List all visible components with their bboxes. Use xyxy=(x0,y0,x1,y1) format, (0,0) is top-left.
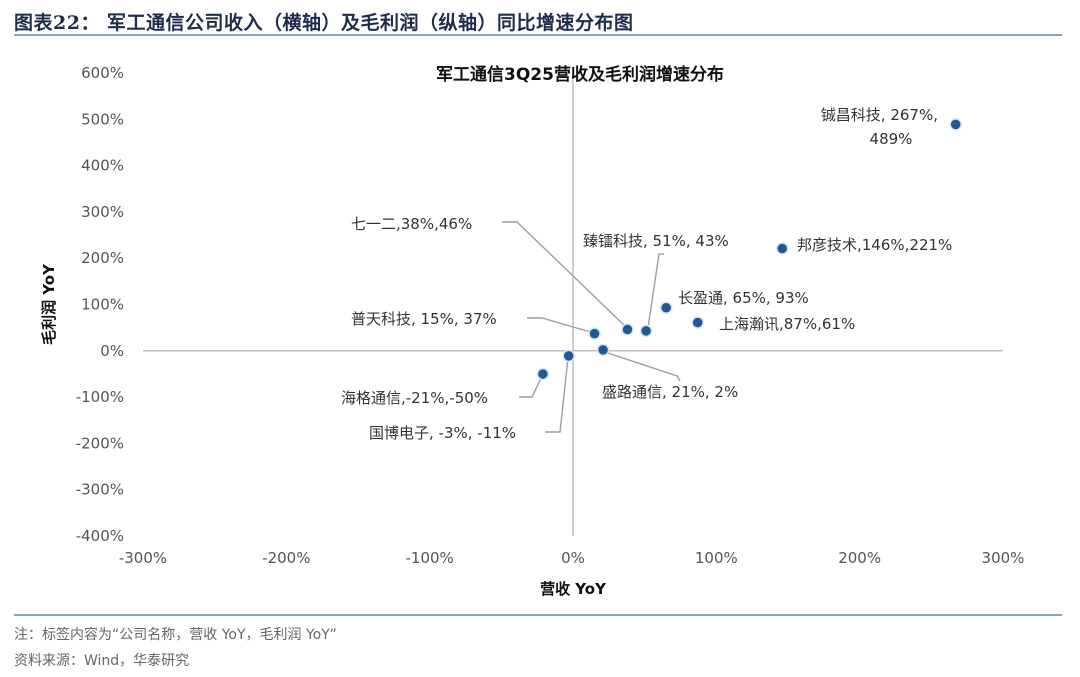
leader-line xyxy=(519,375,543,398)
data-point xyxy=(621,323,634,336)
y-tick-label: 500% xyxy=(81,110,124,128)
leader-line xyxy=(647,253,664,329)
data-source: 资料来源：Wind，华泰研究 xyxy=(14,653,190,669)
y-tick-label: 400% xyxy=(81,157,124,175)
data-label: 铖昌科技, 267%, xyxy=(821,106,938,124)
bottom-divider xyxy=(14,614,1062,616)
data-label: 七一二,38%,46% xyxy=(351,215,472,233)
x-axis-title: 营收 YoY xyxy=(540,580,607,598)
data-label: 臻镭科技, 51%, 43% xyxy=(583,232,729,250)
data-label: 489% xyxy=(870,130,913,148)
y-axis-title: 毛利润 YoY xyxy=(40,263,58,345)
x-tick-label: -300% xyxy=(119,549,167,567)
chart-note: 注：标签内容为“公司名称，营收 YoY，毛利润 YoY” xyxy=(14,627,337,643)
leader-line xyxy=(604,351,681,382)
y-tick-label: 200% xyxy=(81,249,124,267)
data-point xyxy=(596,343,610,357)
leader-line xyxy=(527,317,595,334)
x-tick-label: 100% xyxy=(695,549,738,567)
data-label: 盛路通信, 21%, 2% xyxy=(602,383,738,401)
leader-line xyxy=(502,221,626,327)
data-point xyxy=(588,327,601,340)
data-point xyxy=(562,349,575,363)
x-tick-label: -100% xyxy=(406,549,454,567)
y-tick-label: -100% xyxy=(76,388,124,406)
y-tick-label: 100% xyxy=(81,296,124,314)
scatter-chart: 600% 500% 400% 300% 200% 100% 0% -100% -200% -300… xyxy=(40,64,1025,598)
data-point xyxy=(691,316,704,329)
data-label: 海格通信,-21%,-50% xyxy=(341,389,488,407)
y-tick-label: 300% xyxy=(81,203,124,221)
y-tick-label: 600% xyxy=(81,64,124,82)
data-point xyxy=(949,118,962,131)
data-label: 上海瀚讯,87%,61% xyxy=(719,315,855,333)
y-tick-label: -400% xyxy=(76,527,124,545)
leader-line xyxy=(545,357,569,433)
data-label: 长盈通, 65%, 93% xyxy=(678,289,809,307)
y-tick-label: -300% xyxy=(76,481,124,499)
data-label: 国博电子, -3%, -11% xyxy=(369,424,516,442)
data-label: 邦彦技术,146%,221% xyxy=(797,236,952,254)
data-point xyxy=(659,301,673,314)
figure-title: 图表22： 军工通信公司收入（横轴）及毛利润（纵轴）同比增速分布图 xyxy=(14,12,634,34)
y-tick-label: 0% xyxy=(100,342,124,360)
data-point xyxy=(536,367,550,381)
data-point xyxy=(776,242,789,255)
x-tick-label: 0% xyxy=(561,549,585,567)
x-tick-label: 200% xyxy=(838,549,881,567)
x-tick-label: -200% xyxy=(262,549,310,567)
x-tick-label: 300% xyxy=(982,549,1025,567)
data-label: 普天科技, 15%, 37% xyxy=(351,310,497,328)
data-point xyxy=(639,324,653,338)
chart-title: 军工通信3Q25营收及毛利润增速分布 xyxy=(436,64,724,85)
y-tick-label: -200% xyxy=(76,434,124,452)
top-divider xyxy=(14,34,1062,36)
